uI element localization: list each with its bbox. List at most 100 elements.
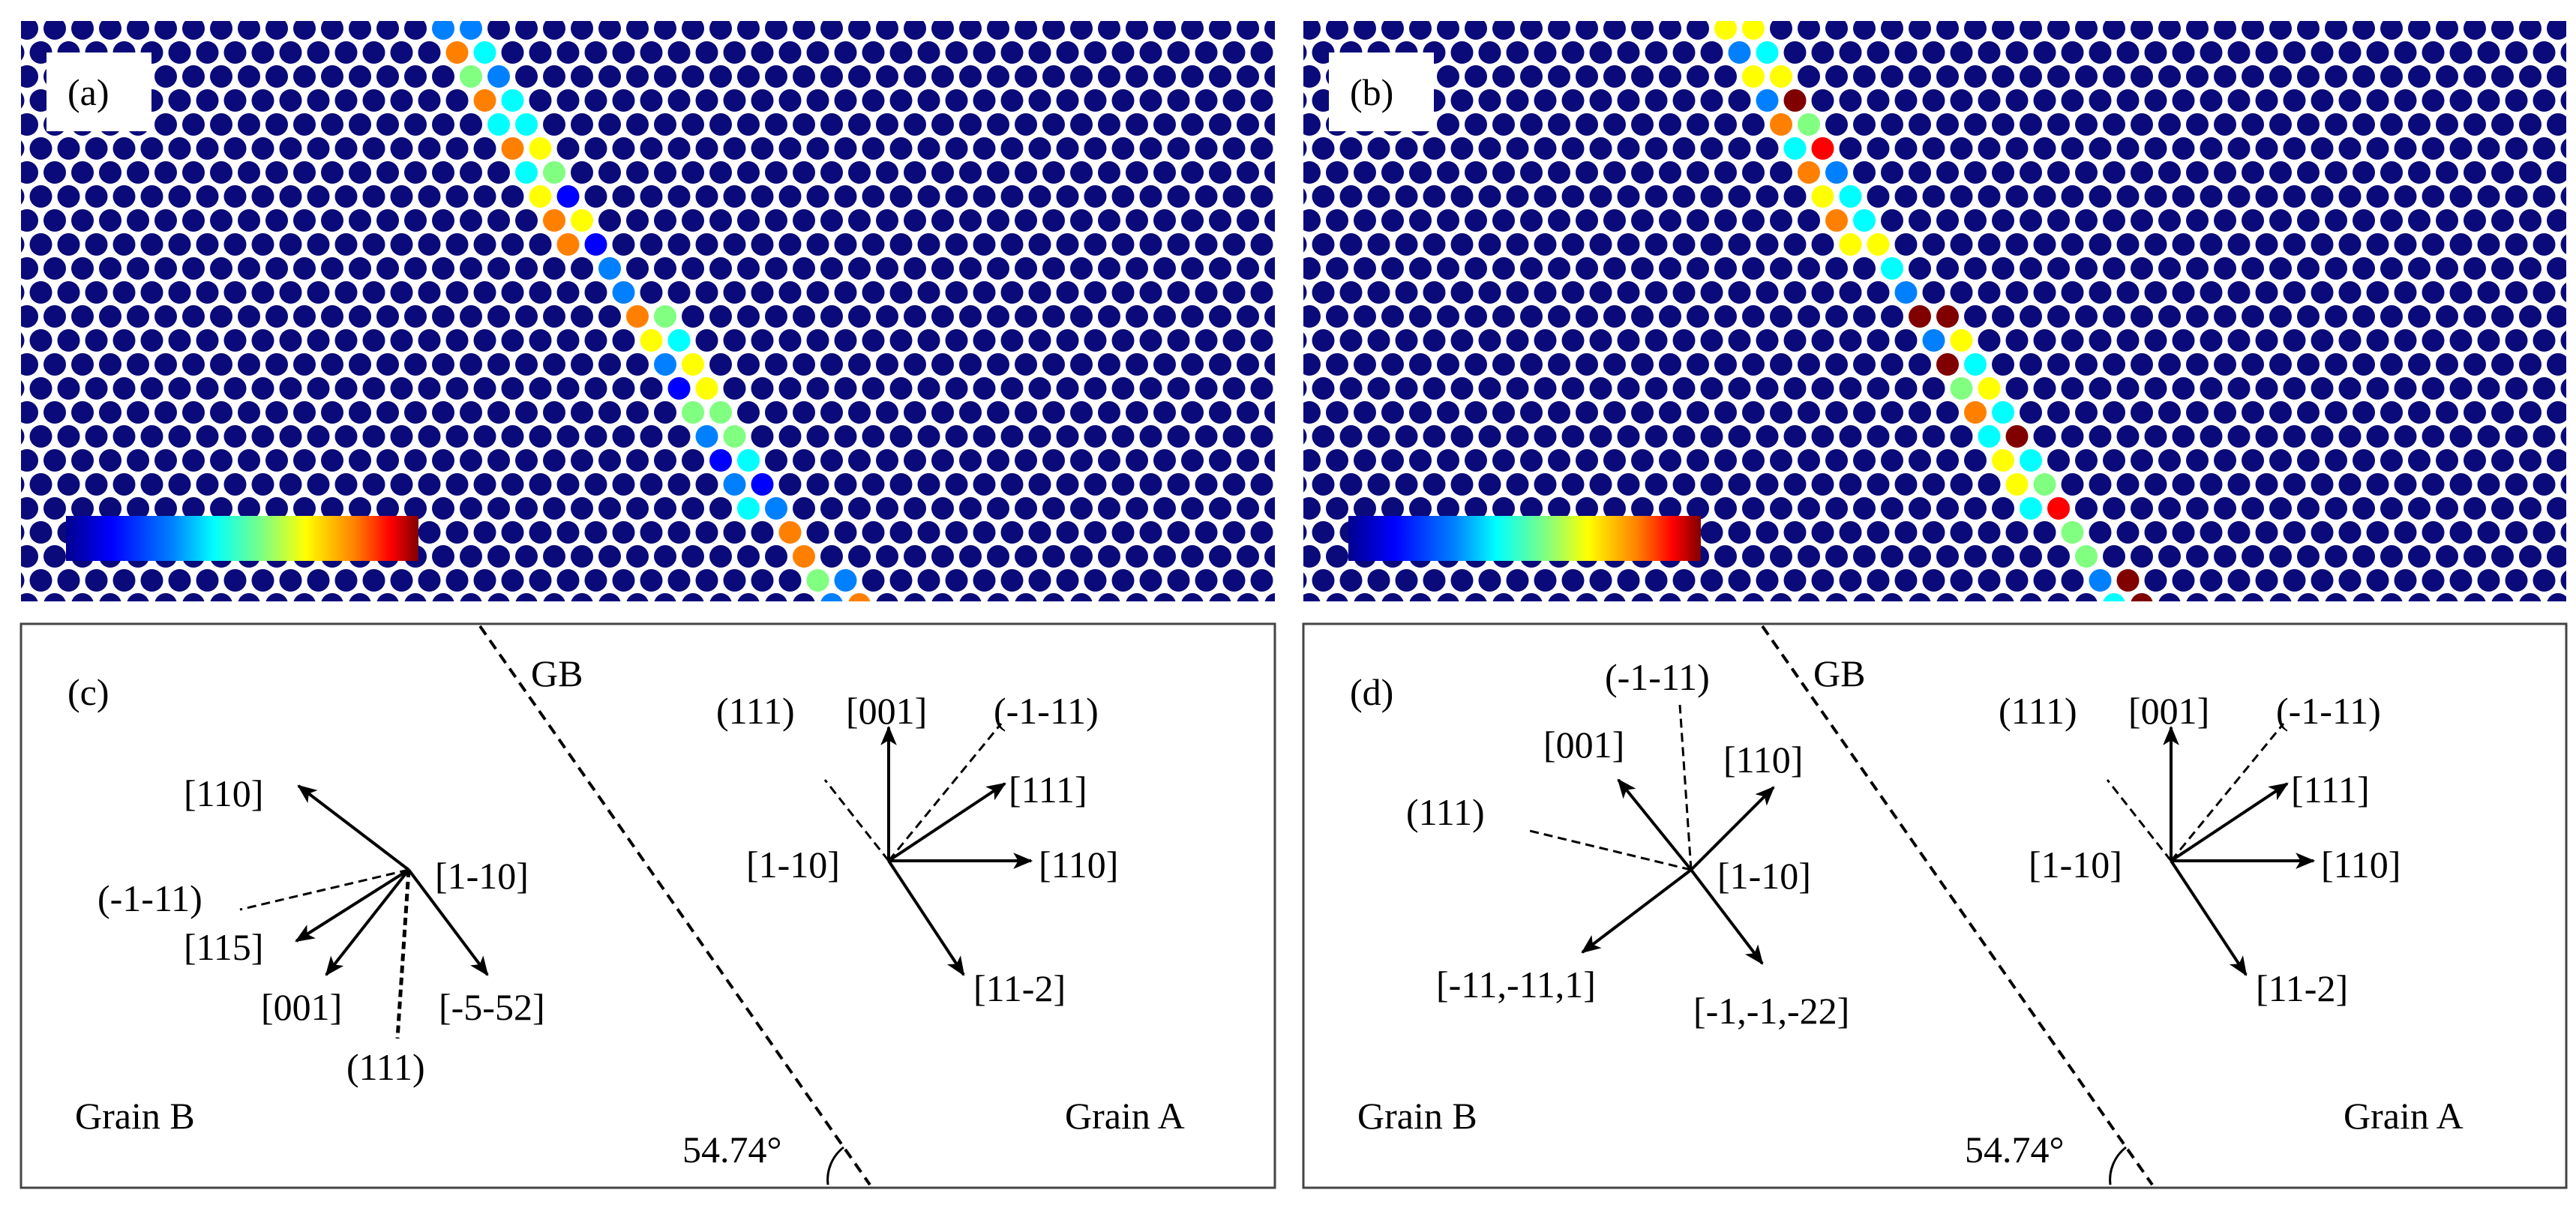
bulk-atom bbox=[2103, 353, 2125, 376]
bulk-atom bbox=[1437, 257, 1459, 280]
bulk-atom bbox=[1631, 209, 1654, 232]
bulk-atom bbox=[2047, 401, 2070, 424]
bulk-atom bbox=[1534, 137, 1557, 160]
bulk-atom bbox=[376, 593, 399, 601]
bulk-atom bbox=[1770, 497, 1792, 520]
bulk-atom bbox=[1070, 449, 1093, 472]
bulk-atom bbox=[1950, 41, 1973, 64]
bulk-atom bbox=[1465, 209, 1487, 232]
bulk-atom bbox=[959, 353, 982, 376]
bulk-atom bbox=[2283, 89, 2306, 112]
bulk-atom bbox=[2338, 329, 2362, 352]
bulk-atom bbox=[765, 353, 787, 376]
bulk-atom bbox=[1042, 353, 1065, 376]
bulk-atom bbox=[376, 161, 399, 184]
bulk-atom bbox=[2533, 89, 2556, 112]
bulk-atom bbox=[1839, 41, 1862, 64]
bulk-atom bbox=[21, 572, 25, 589]
bulk-atom bbox=[1000, 473, 1024, 496]
bulk-atom bbox=[2061, 377, 2084, 400]
bulk-atom bbox=[1139, 281, 1162, 304]
bulk-atom bbox=[1867, 521, 1890, 544]
bulk-atom bbox=[2186, 305, 2209, 328]
bulk-atom bbox=[182, 449, 205, 472]
bulk-atom bbox=[1312, 569, 1335, 592]
bulk-atom bbox=[1922, 89, 1945, 112]
bulk-atom bbox=[1028, 473, 1051, 496]
bulk-atom bbox=[2005, 521, 2029, 544]
bulk-atom bbox=[1811, 89, 1834, 112]
bulk-atom bbox=[612, 41, 635, 64]
bulk-atom bbox=[307, 89, 330, 112]
bulk-atom bbox=[349, 209, 371, 232]
bulk-atom bbox=[848, 65, 871, 88]
gb-atom bbox=[1853, 209, 1876, 232]
bulk-atom bbox=[1264, 353, 1275, 376]
bulk-atom bbox=[1042, 209, 1065, 232]
bulk-atom bbox=[2227, 41, 2251, 64]
bulk-atom bbox=[626, 21, 649, 40]
bulk-atom bbox=[584, 377, 607, 400]
bulk-atom bbox=[418, 41, 441, 64]
bulk-atom bbox=[2449, 569, 2473, 592]
bulk-atom bbox=[2227, 89, 2251, 112]
bulk-atom bbox=[2449, 377, 2473, 400]
bulk-atom bbox=[598, 113, 621, 136]
bulk-atom bbox=[112, 137, 136, 160]
bulk-atom bbox=[1437, 305, 1459, 328]
bulk-atom bbox=[2214, 545, 2236, 568]
bulk-atom bbox=[1015, 401, 1037, 424]
bulk-atom bbox=[1056, 377, 1079, 400]
bulk-atom bbox=[1367, 329, 1390, 352]
vector-111 bbox=[2170, 782, 2289, 862]
bulk-atom bbox=[2047, 353, 2070, 376]
bulk-atom bbox=[1042, 257, 1065, 280]
bulk-atom bbox=[501, 473, 524, 496]
bulk-atom bbox=[1437, 209, 1459, 232]
bulk-atom bbox=[2464, 21, 2486, 40]
bulk-atom bbox=[1909, 449, 1931, 472]
bulk-atom bbox=[1867, 569, 1890, 592]
bulk-atom bbox=[945, 89, 968, 112]
bulk-atom bbox=[2172, 473, 2195, 496]
bulk-atom bbox=[2214, 401, 2236, 424]
bulk-atom bbox=[1492, 353, 1515, 376]
bulk-atom bbox=[959, 545, 982, 568]
bulk-atom bbox=[1279, 89, 1301, 112]
bulk-atom bbox=[1222, 89, 1246, 112]
bulk-atom bbox=[654, 401, 676, 424]
bulk-atom bbox=[2144, 281, 2167, 304]
bulk-atom bbox=[2158, 353, 2181, 376]
bulk-atom bbox=[1617, 569, 1640, 592]
bulk-atom bbox=[2477, 425, 2500, 448]
bulk-atom bbox=[848, 401, 871, 424]
bulk-atom bbox=[21, 545, 38, 568]
bulk-atom bbox=[1195, 185, 1218, 208]
bulk-atom bbox=[2033, 569, 2056, 592]
bulk-atom bbox=[543, 497, 565, 520]
bulk-atom bbox=[848, 113, 871, 136]
bulk-atom bbox=[709, 497, 732, 520]
bulk-atom bbox=[1576, 305, 1598, 328]
bulk-atom bbox=[1015, 209, 1037, 232]
bulk-atom bbox=[1853, 353, 1876, 376]
bulk-atom bbox=[2214, 161, 2236, 184]
bulk-atom bbox=[2338, 521, 2362, 544]
bulk-atom bbox=[765, 545, 787, 568]
label-m1m11: (-1-11) bbox=[1605, 656, 1710, 698]
bulk-atom bbox=[709, 257, 732, 280]
bulk-atom bbox=[334, 233, 358, 256]
bulk-atom bbox=[2505, 185, 2528, 208]
bulk-atom bbox=[1195, 377, 1218, 400]
bulk-atom bbox=[1070, 593, 1093, 601]
bulk-atom bbox=[1339, 233, 1363, 256]
bulk-atom bbox=[1687, 305, 1709, 328]
bulk-atom bbox=[543, 353, 565, 376]
bulk-atom bbox=[1222, 377, 1246, 400]
bulk-atom bbox=[1303, 449, 1321, 472]
bulk-atom bbox=[529, 377, 552, 400]
bulk-atom bbox=[1783, 473, 1807, 496]
bulk-atom bbox=[2380, 593, 2403, 601]
bulk-atom bbox=[1303, 209, 1321, 232]
bulk-atom bbox=[793, 353, 815, 376]
